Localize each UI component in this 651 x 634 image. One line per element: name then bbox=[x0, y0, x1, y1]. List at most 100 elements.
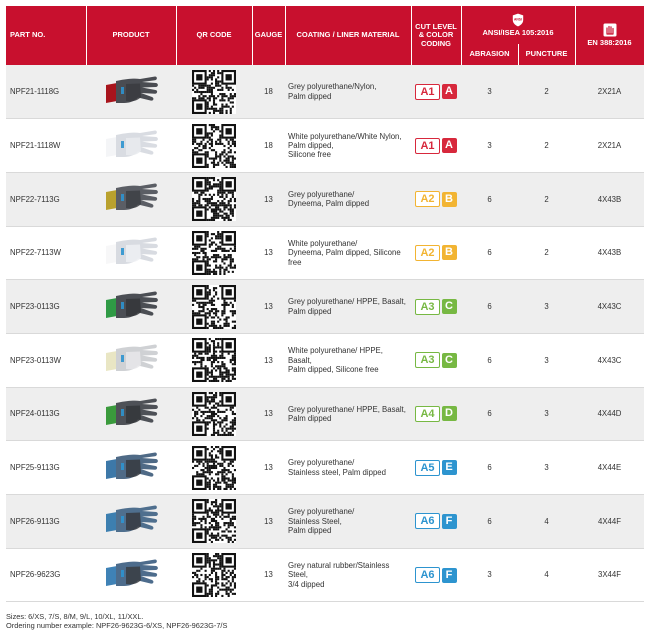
coating-line: 3/4 dipped bbox=[288, 579, 325, 589]
coating-line: Grey polyurethane/ bbox=[288, 507, 355, 517]
cut-level-badge: A5 E bbox=[415, 459, 457, 476]
qr-code-image bbox=[192, 230, 236, 275]
coating-line: Stainless Steel, bbox=[288, 516, 342, 526]
glove-image bbox=[106, 344, 158, 372]
cut-letter: F bbox=[441, 567, 457, 583]
qr-code-cell bbox=[176, 226, 252, 281]
cut-level-badge: A3 C bbox=[415, 298, 457, 315]
cut-level-badge: A6 F bbox=[415, 567, 457, 584]
en-rating-value: 4X44E bbox=[575, 440, 645, 495]
cut-level-badge: A3 C bbox=[415, 352, 457, 369]
coating-line: Grey polyurethane/Nylon, bbox=[288, 82, 377, 92]
cut-code: A6 bbox=[415, 513, 440, 530]
shield-icon: ANSI bbox=[512, 13, 524, 27]
part-number: NPF21-1118W bbox=[6, 118, 86, 173]
abrasion-value: 6 bbox=[461, 387, 518, 442]
puncture-value: 2 bbox=[518, 118, 576, 173]
coating-description: Grey natural rubber/Stainless Steel, 3/4 … bbox=[285, 548, 411, 603]
puncture-value: 3 bbox=[518, 440, 576, 495]
cut-level-cell: A5 E bbox=[411, 440, 461, 495]
qr-code-image bbox=[192, 499, 236, 544]
coating-line: Palm dipped, Silicone free bbox=[288, 364, 379, 374]
cut-letter: A bbox=[441, 138, 457, 154]
gauge-value: 13 bbox=[252, 440, 285, 495]
qr-code-cell bbox=[176, 279, 252, 334]
glove-image bbox=[106, 130, 158, 157]
cut-code: A2 bbox=[415, 244, 440, 261]
header-cut-level: CUT LEVEL & COLOR CODING bbox=[411, 6, 462, 65]
en-rating-value: 4X43C bbox=[575, 333, 645, 388]
header-abrasion: ABRASION bbox=[461, 44, 519, 65]
en-rating-value: 4X43B bbox=[575, 226, 645, 281]
qr-code-cell bbox=[176, 548, 252, 603]
qr-code-cell bbox=[176, 65, 252, 120]
puncture-value: 2 bbox=[518, 65, 576, 120]
gauge-value: 13 bbox=[252, 548, 285, 603]
part-number: NPF23-0113G bbox=[6, 279, 86, 334]
abrasion-value: 6 bbox=[461, 279, 518, 334]
sizes-note: Sizes: 6/XS, 7/S, 8/M, 9/L, 10/XL, 11/XX… bbox=[6, 612, 144, 621]
product-image-cell bbox=[86, 172, 176, 227]
puncture-value: 3 bbox=[518, 279, 576, 334]
header-ansi: ANSI ANSI/ISEA 105:2016 bbox=[461, 6, 576, 44]
coating-line: Stainless steel, Palm dipped bbox=[288, 467, 386, 477]
qr-code-cell bbox=[176, 440, 252, 495]
cut-letter: C bbox=[441, 299, 457, 315]
cut-code: A3 bbox=[415, 352, 440, 369]
table-row: NPF23-0113G 13 Grey polyurethane/ HPPE, … bbox=[6, 279, 645, 334]
qr-code-image bbox=[192, 445, 236, 490]
puncture-value: 2 bbox=[518, 172, 576, 227]
cut-code: A1 bbox=[415, 83, 440, 100]
cut-letter: D bbox=[441, 406, 457, 422]
coating-line: Palm dipped bbox=[288, 91, 332, 101]
part-number: NPF24-0113G bbox=[6, 387, 86, 442]
cut-code: A4 bbox=[415, 405, 440, 422]
qr-code-image bbox=[192, 69, 236, 114]
puncture-value: 4 bbox=[518, 548, 576, 603]
puncture-value: 4 bbox=[518, 494, 576, 549]
table-row: NPF23-0113W 13 White polyurethane/ HPPE,… bbox=[6, 333, 645, 388]
coating-description: Grey polyurethane/Stainless Steel, Palm d… bbox=[285, 494, 411, 549]
cut-letter: C bbox=[441, 352, 457, 368]
table-row: NPF22-7113G 13 Grey polyurethane/Dyneema… bbox=[6, 172, 645, 227]
coating-line: Silicone free bbox=[288, 150, 331, 160]
qr-code-cell bbox=[176, 172, 252, 227]
cut-level-cell: A6 F bbox=[411, 548, 461, 603]
coating-line: Grey natural rubber/Stainless Steel, bbox=[288, 561, 390, 580]
abrasion-value: 6 bbox=[461, 172, 518, 227]
cut-code: A2 bbox=[415, 191, 440, 208]
coating-description: White polyurethane/Dyneema, Palm dipped,… bbox=[285, 226, 411, 281]
part-number: NPF22-7113W bbox=[6, 226, 86, 281]
gauge-value: 13 bbox=[252, 279, 285, 334]
abrasion-value: 6 bbox=[461, 494, 518, 549]
product-image-cell bbox=[86, 226, 176, 281]
coating-description: White polyurethane/ HPPE, Basalt, Palm di… bbox=[285, 333, 411, 388]
part-number: NPF21-1118G bbox=[6, 65, 86, 120]
gauge-value: 13 bbox=[252, 226, 285, 281]
abrasion-value: 6 bbox=[461, 333, 518, 388]
coating-line: Grey polyurethane/ HPPE, Basalt, bbox=[288, 297, 406, 307]
product-image-cell bbox=[86, 279, 176, 334]
table-row: NPF26-9623G 13 Grey natural rubber/Stain… bbox=[6, 548, 645, 603]
glove-image bbox=[106, 505, 158, 533]
puncture-value: 3 bbox=[518, 333, 576, 388]
en-rating-value: 2X21A bbox=[575, 118, 645, 173]
header-gauge: GAUGE bbox=[252, 6, 286, 65]
cut-level-badge: A4 D bbox=[415, 405, 457, 422]
coating-description: Grey polyurethane/Stainless steel, Palm … bbox=[285, 440, 411, 495]
product-image-cell bbox=[86, 387, 176, 442]
coating-line: Palm dipped, bbox=[288, 140, 334, 150]
en-rating-value: 3X44F bbox=[575, 548, 645, 603]
cut-level-cell: A4 D bbox=[411, 387, 461, 442]
cut-code: A1 bbox=[415, 137, 440, 154]
en-rating-value: 2X21A bbox=[575, 65, 645, 120]
coating-line: Palm dipped bbox=[288, 413, 332, 423]
product-spec-table: PART NO. PRODUCT QR CODE GAUGE COATING /… bbox=[6, 6, 645, 603]
coating-line: White polyurethane/White Nylon, bbox=[288, 131, 402, 141]
coating-line: White polyurethane/ bbox=[288, 238, 358, 248]
glove-image bbox=[106, 183, 158, 211]
cut-code: A6 bbox=[415, 567, 440, 584]
coating-description: White polyurethane/White Nylon, Palm dipp… bbox=[285, 118, 411, 173]
en-rating-value: 4X43B bbox=[575, 172, 645, 227]
qr-code-image bbox=[192, 338, 236, 383]
